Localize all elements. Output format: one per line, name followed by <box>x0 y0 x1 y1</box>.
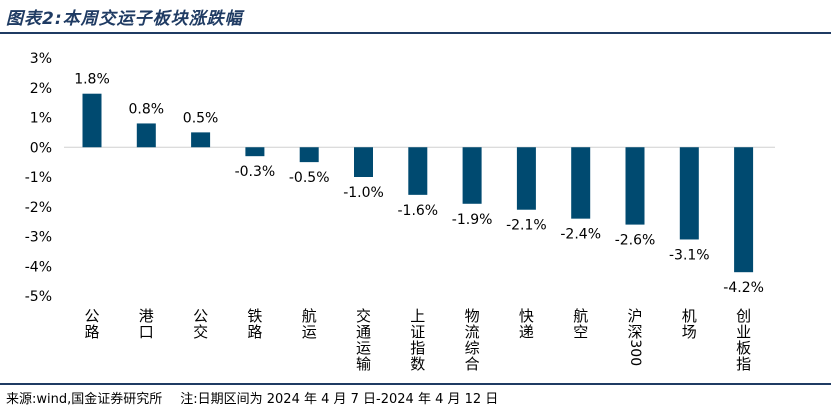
data-label: 1.8% <box>74 72 110 88</box>
category-label-char: 输 <box>356 355 371 373</box>
bar <box>679 147 699 240</box>
category-label-char: 运 <box>302 323 317 341</box>
y-tick-label: -1% <box>25 170 52 186</box>
category-label-char: 物 <box>465 307 480 325</box>
category-label-char: 流 <box>465 323 480 341</box>
category-label: 公路 <box>84 307 99 341</box>
category-label-char: 机 <box>682 307 697 325</box>
category-label-char: 综 <box>465 339 480 357</box>
category-label-char: 路 <box>84 323 99 341</box>
bar <box>354 147 373 177</box>
data-label: -1.0% <box>343 185 384 201</box>
category-label-char: 证 <box>410 323 425 341</box>
bar-chart: 3% 2% 1% 0% -1% -2% -3% -4% -5% 1.8% 0.8% 0.5% -0.3… <box>25 51 775 373</box>
category-label-char: 航 <box>302 307 317 325</box>
category-label-char: 创 <box>736 307 751 325</box>
category-label-char: 数 <box>410 355 425 373</box>
source-text: 来源:wind,国金证券研究所 <box>6 392 163 407</box>
bar <box>191 132 211 148</box>
category-label-run: 300 <box>627 339 643 366</box>
data-label: -1.6% <box>397 203 438 219</box>
category-label-char: 深 <box>627 323 642 341</box>
category-label-char: 指 <box>736 355 751 373</box>
category-label-char: 业 <box>736 323 751 341</box>
category-label: 航空 <box>573 307 588 341</box>
bar <box>136 123 156 148</box>
category-label-char: 沪 <box>627 307 642 325</box>
category-label-char: 铁 <box>247 307 262 325</box>
data-label: -4.2% <box>723 280 764 296</box>
category-label: 港口 <box>139 307 154 341</box>
category-label-char: 指 <box>410 339 425 357</box>
data-label: -2.1% <box>506 218 547 234</box>
category-label-char: 公 <box>193 307 208 325</box>
bar <box>299 147 319 163</box>
bar <box>571 147 591 219</box>
bar <box>734 147 754 273</box>
data-label: 0.5% <box>183 110 219 126</box>
category-label-char: 港 <box>139 307 154 325</box>
data-label: -3.1% <box>669 247 710 263</box>
source-note: 来源:wind,国金证券研究所 注:日期区间为 2024 年 4 月 7 日-20… <box>6 388 498 407</box>
data-label: -2.4% <box>560 227 601 243</box>
bar <box>462 147 482 204</box>
category-label: 航运 <box>302 307 317 341</box>
category-label-char: 板 <box>736 339 751 357</box>
bar <box>516 147 536 210</box>
bar <box>245 147 265 157</box>
y-tick-label: 1% <box>30 111 52 127</box>
category-label-char: 递 <box>519 323 534 341</box>
y-axis-ticks: 3% 2% 1% 0% -1% -2% -3% -4% -5% <box>25 51 52 305</box>
y-tick-label: -3% <box>25 230 52 246</box>
category-label-char: 航 <box>573 307 588 325</box>
category-label-char: 公 <box>84 307 99 325</box>
date-range-note: 注:日期区间为 2024 年 4 月 7 日-2024 年 4 月 12 日 <box>180 392 499 407</box>
category-label-char: 快 <box>519 307 534 325</box>
bottom-rule <box>0 383 831 385</box>
data-label: -2.6% <box>615 233 656 249</box>
category-label-char: 交 <box>193 323 208 341</box>
category-label-char: 运 <box>356 339 371 357</box>
category-label-char: 场 <box>682 323 697 341</box>
chart-title: 图表2:本周交运子板块涨跌幅 <box>6 9 243 29</box>
y-tick-label: -2% <box>25 200 52 216</box>
top-rule <box>0 32 831 34</box>
bar <box>408 147 428 195</box>
category-label: 机场 <box>682 307 697 341</box>
data-label: 0.8% <box>129 101 165 117</box>
data-label: -0.5% <box>289 170 330 186</box>
bar-series <box>82 93 754 273</box>
category-label: 铁路 <box>247 307 262 341</box>
data-label: -1.9% <box>452 212 493 228</box>
data-label: -0.3% <box>235 164 276 180</box>
category-label-char: 口 <box>139 323 154 341</box>
bar <box>82 93 102 148</box>
category-label-char: 交 <box>356 307 371 325</box>
y-tick-label: -5% <box>25 289 52 305</box>
category-label-char: 路 <box>247 323 262 341</box>
y-tick-label: 3% <box>30 51 52 67</box>
bar <box>625 147 645 225</box>
category-label-char: 空 <box>573 323 588 341</box>
y-tick-label: 0% <box>30 140 52 156</box>
category-label: 公交 <box>193 307 208 341</box>
category-label-char: 合 <box>465 355 480 373</box>
y-tick-label: -4% <box>25 259 52 275</box>
category-label-char: 通 <box>356 323 371 341</box>
category-label: 快递 <box>519 307 534 341</box>
y-tick-label: 2% <box>30 81 52 97</box>
category-label-char: 上 <box>410 307 425 325</box>
data-labels: 1.8% 0.8% 0.5% -0.3% -0.5% -1.0% -1.6% -1.9% -2.… <box>74 72 764 297</box>
